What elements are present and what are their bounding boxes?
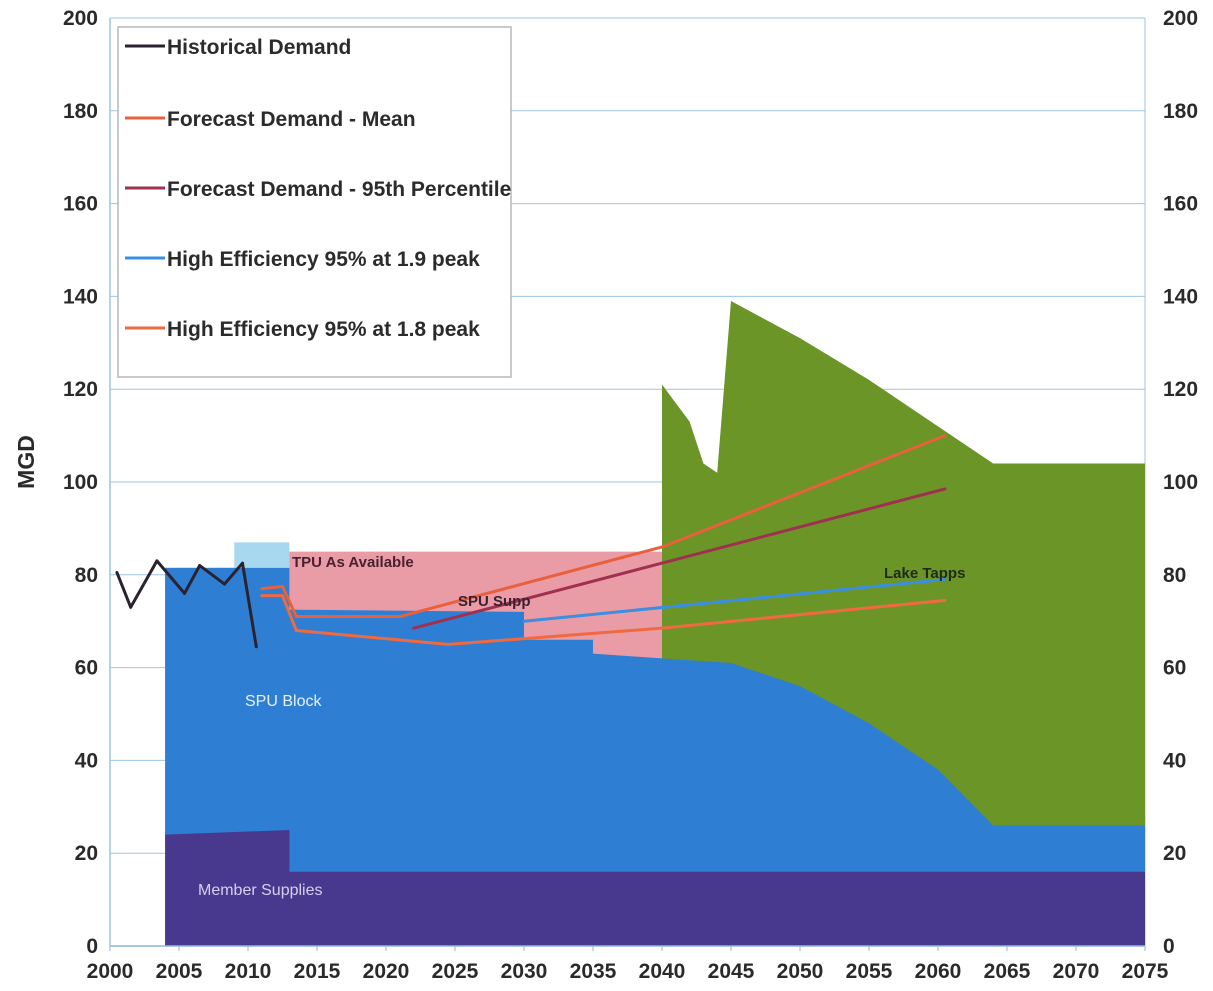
x-tick-label: 2000 [87, 960, 134, 983]
data-point-high-efficiency-95-at-1-8-peak [943, 598, 947, 602]
y-tick-label-left: 160 [63, 193, 98, 216]
y-tick-label-left: 20 [75, 842, 98, 865]
y-tick-label-left: 120 [63, 378, 98, 401]
annotations: TPU As Available SPU Supp Lake Tapps SPU… [198, 554, 965, 899]
data-point-forecast-demand-mean [660, 545, 664, 549]
legend-item-high-eff-1-9: High Efficiency 95% at 1.9 peak [125, 248, 480, 271]
x-tick-label: 2050 [777, 960, 824, 983]
x-tick-label: 2035 [570, 960, 617, 983]
y-tick-label-right: 40 [1163, 749, 1186, 772]
annotation-spu-supp: SPU Supp [458, 593, 531, 610]
legend-item-high-eff-1-8: High Efficiency 95% at 1.8 peak [125, 318, 480, 341]
series-line-high-efficiency-95-at-1-9-peak [523, 577, 946, 623]
series-line-forecast-demand-95th-percentile [413, 487, 946, 630]
legend-label: Forecast Demand - 95th Percentile [167, 178, 511, 201]
legend-box [117, 26, 512, 378]
y-tick-label-left: 0 [86, 935, 98, 958]
data-point-historical-demand [254, 645, 258, 649]
legend-label: Forecast Demand - Mean [167, 108, 416, 131]
data-point-high-efficiency-95-at-1-8-peak [281, 594, 284, 598]
y-tick-label-right: 80 [1163, 564, 1186, 587]
data-point-forecast-demand-mean [398, 615, 402, 619]
stacked-areas [165, 301, 1145, 946]
data-point-historical-demand [155, 559, 159, 563]
y-tick-label-left: 100 [63, 471, 98, 494]
data-point-high-efficiency-95-at-1-8-peak [446, 642, 450, 646]
x-tick-label: 2030 [501, 960, 548, 983]
x-tick-label: 2055 [846, 960, 893, 983]
series-line-forecast-demand-mean [261, 434, 946, 619]
y-tick-label-right: 20 [1163, 842, 1186, 865]
y-tick-label-right: 200 [1163, 7, 1198, 30]
area-spu-block-front [165, 567, 1145, 946]
legend-label: High Efficiency 95% at 1.8 peak [167, 318, 480, 341]
x-tick-label: 2045 [708, 960, 755, 983]
series-line-high-efficiency-95-at-1-8-peak [261, 594, 946, 646]
legend: Historical Demand Forecast Demand - Mean… [117, 26, 512, 378]
x-tick-label: 2015 [294, 960, 341, 983]
x-tick-label: 2040 [639, 960, 686, 983]
legend-label: High Efficiency 95% at 1.9 peak [167, 248, 480, 271]
y-tick-label-right: 180 [1163, 100, 1198, 123]
y-tick-label-left: 180 [63, 100, 98, 123]
y-tick-label-left: 140 [63, 285, 98, 308]
data-point-forecast-demand-mean [294, 615, 298, 619]
y-tick-label-right: 60 [1163, 657, 1186, 680]
legend-item-forecast-mean: Forecast Demand - Mean [125, 108, 416, 131]
y-tick-label-left: 60 [75, 657, 98, 680]
x-tick-label: 2025 [432, 960, 479, 983]
y-tick-label-right: 0 [1163, 935, 1175, 958]
x-tick-label: 2065 [984, 960, 1031, 983]
y-axis-title: MGD [13, 435, 39, 489]
y-tick-label-right: 100 [1163, 471, 1198, 494]
annotation-tpu: TPU As Available [292, 554, 414, 571]
annotation-lake-tapps: Lake Tapps [884, 565, 965, 582]
series-lines [115, 434, 947, 649]
annotation-spu-block: SPU Block [245, 693, 322, 710]
legend-item-forecast-95th: Forecast Demand - 95th Percentile [125, 178, 511, 201]
y-tick-label-left: 40 [75, 749, 98, 772]
data-point-forecast-demand-95th-percentile [412, 626, 416, 630]
legend-item-historical-demand: Historical Demand [125, 36, 351, 59]
data-point-historical-demand [223, 582, 227, 586]
y-tick-label-right: 160 [1163, 193, 1198, 216]
data-point-forecast-demand-mean [943, 434, 947, 438]
data-point-high-efficiency-95-at-1-8-peak [660, 626, 664, 630]
annotation-member-supplies: Member Supplies [198, 882, 323, 899]
data-point-historical-demand [183, 591, 187, 595]
data-point-high-efficiency-95-at-1-8-peak [294, 628, 298, 632]
data-point-high-efficiency-95-at-1-9-peak [522, 619, 526, 623]
data-point-historical-demand [115, 570, 119, 574]
x-tick-label: 2010 [225, 960, 272, 983]
data-point-high-efficiency-95-at-1-8-peak [260, 594, 264, 598]
x-tick-label: 2060 [915, 960, 962, 983]
data-point-historical-demand [129, 605, 133, 609]
x-tick-label: 2020 [363, 960, 410, 983]
y-tick-label-left: 80 [75, 564, 98, 587]
series-line-historical-demand [115, 559, 258, 647]
x-tick-label: 2070 [1053, 960, 1100, 983]
data-point-high-efficiency-95-at-1-9-peak [943, 577, 947, 581]
y-tick-label-left: 200 [63, 7, 98, 30]
data-point-forecast-demand-mean [260, 587, 264, 591]
data-point-forecast-demand-95th-percentile [943, 487, 947, 491]
area-member-supplies-front [165, 830, 1145, 946]
data-point-historical-demand [240, 561, 244, 565]
data-point-historical-demand [198, 564, 202, 568]
y-tick-label-right: 140 [1163, 285, 1198, 308]
x-tick-label: 2005 [156, 960, 203, 983]
legend-label: Historical Demand [167, 36, 351, 59]
data-point-forecast-demand-mean [281, 584, 284, 588]
x-tick-label: 2075 [1122, 960, 1169, 983]
y-tick-label-right: 120 [1163, 378, 1198, 401]
